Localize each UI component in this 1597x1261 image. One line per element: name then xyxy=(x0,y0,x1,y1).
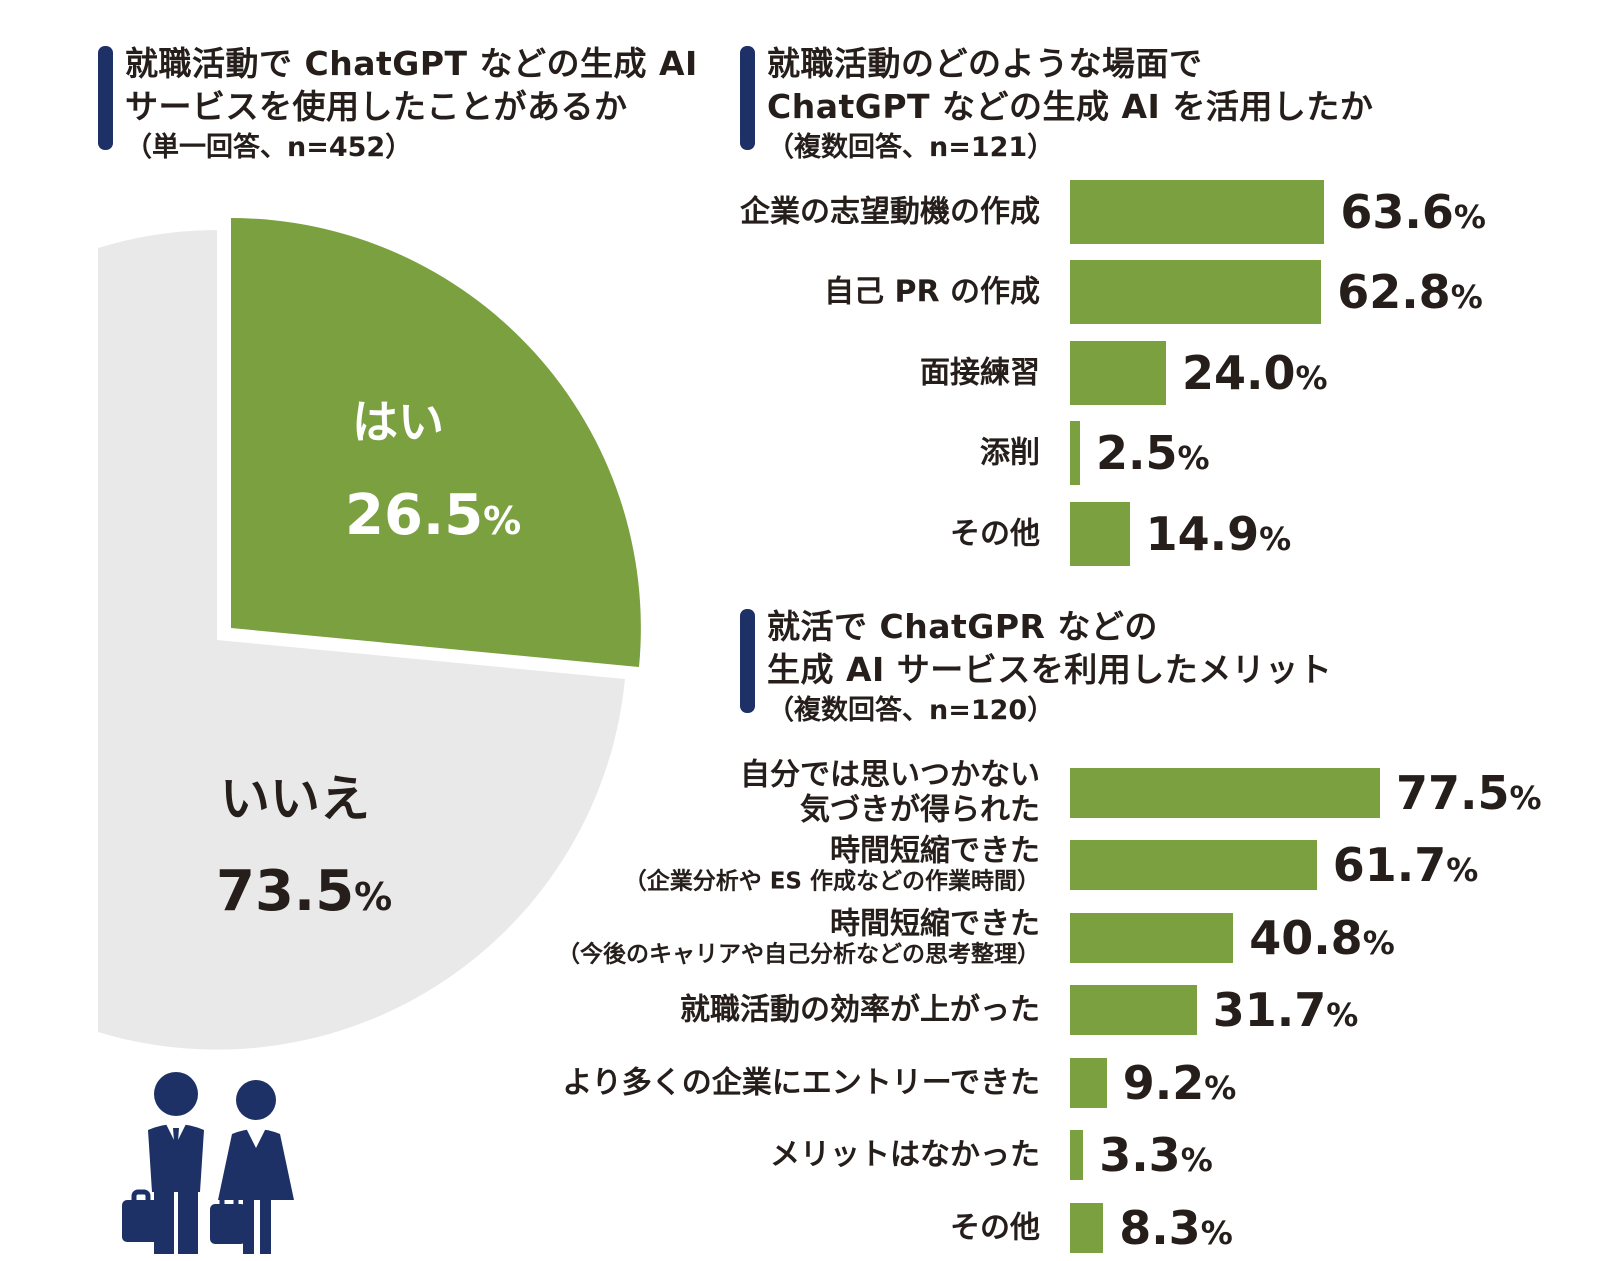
bar xyxy=(1070,840,1317,890)
q2-bar-row: 企業の志望動機の作成 63.6% xyxy=(0,180,1597,244)
q2-row-label: 添削 xyxy=(980,435,1040,471)
q2-title-line1: 就職活動のどのような場面で xyxy=(767,44,1203,83)
q3-barline: 77.5% xyxy=(1070,768,1542,818)
bar-value-label: 63.6% xyxy=(1340,185,1486,239)
bar xyxy=(1070,768,1380,818)
pie-no-value: 73.5% xyxy=(216,859,392,924)
q3-row-label: より多くの企業にエントリーできた xyxy=(562,1065,1040,1101)
q2-barline: 62.8% xyxy=(1070,260,1483,324)
bar-value-label: 3.3% xyxy=(1099,1128,1213,1182)
q3-row-label: メリットはなかった xyxy=(770,1137,1040,1173)
pie-yes-label: はい xyxy=(352,395,444,449)
bar xyxy=(1070,913,1234,963)
q1-title-text: 就職活動で ChatGPT などの生成 AI サービスを使用したことがあるか （… xyxy=(125,42,698,168)
q3-title-note: （複数回答、n=120） xyxy=(767,695,1055,726)
bar-value-label: 62.8% xyxy=(1337,265,1483,319)
business-people-icon xyxy=(122,1072,294,1254)
pie-yes-value: 26.5% xyxy=(345,483,521,548)
q3-barline: 9.2% xyxy=(1070,1058,1236,1108)
q2-title-text: 就職活動のどのような場面で ChatGPT などの生成 AI を活用したか （複… xyxy=(767,42,1373,168)
q1-accent-bar xyxy=(98,46,113,150)
bar-value-label: 77.5% xyxy=(1396,766,1542,820)
q2-title-line2: ChatGPT などの生成 AI を活用したか xyxy=(767,87,1374,126)
bar-value-label: 14.9% xyxy=(1145,507,1292,561)
q3-barline: 3.3% xyxy=(1070,1130,1213,1180)
bar xyxy=(1070,341,1166,405)
bar xyxy=(1070,260,1322,324)
q2-title-block: 就職活動のどのような場面で ChatGPT などの生成 AI を活用したか （複… xyxy=(740,42,1373,168)
q2-bar-row: 自己 PR の作成 62.8% xyxy=(0,260,1597,324)
q3-row-label: 時間短縮できた （企業分析や ES 作成などの作業時間） xyxy=(623,833,1040,896)
bar-value-label: 2.5% xyxy=(1096,426,1210,480)
q3-bar-row: その他 8.3% xyxy=(0,1203,1597,1253)
bar xyxy=(1070,1058,1107,1108)
businessman-icon xyxy=(122,1072,204,1254)
bar xyxy=(1070,1203,1104,1253)
q3-title-line1: 就活で ChatGPR などの xyxy=(767,607,1158,646)
q2-barline: 2.5% xyxy=(1070,421,1210,485)
bar xyxy=(1070,985,1197,1035)
q1-title-note: （単一回答、n=452） xyxy=(125,132,413,163)
q3-bar-row: メリットはなかった 3.3% xyxy=(0,1130,1597,1180)
pie-slice-yes xyxy=(231,218,641,667)
q3-row-label: 就職活動の効率が上がった xyxy=(680,992,1040,1028)
q3-title-block: 就活で ChatGPR などの 生成 AI サービスを利用したメリット （複数回… xyxy=(740,605,1332,731)
q1-title-line1: 就職活動で ChatGPT などの生成 AI xyxy=(125,44,698,83)
q3-bar-row: 時間短縮できた （企業分析や ES 作成などの作業時間） 61.7% xyxy=(0,834,1597,895)
q2-row-label: 自己 PR の作成 xyxy=(824,274,1040,310)
q3-bar-row: 時間短縮できた （今後のキャリアや自己分析などの思考整理） 40.8% xyxy=(0,907,1597,968)
q2-bar-row: 面接練習 24.0% xyxy=(0,341,1597,405)
bar xyxy=(1070,180,1325,244)
bar-value-label: 61.7% xyxy=(1332,838,1479,892)
q3-bar-row: より多くの企業にエントリーできた 9.2% xyxy=(0,1058,1597,1108)
q1-title-line2: サービスを使用したことがあるか xyxy=(125,87,628,126)
q3-bar-row: 自分では思いつかない 気づきが得られた 77.5% xyxy=(0,758,1597,828)
q1-title-block: 就職活動で ChatGPT などの生成 AI サービスを使用したことがあるか （… xyxy=(98,42,698,168)
q3-bar-row: 就職活動の効率が上がった 31.7% xyxy=(0,985,1597,1035)
q2-barline: 24.0% xyxy=(1070,341,1328,405)
q2-row-label: 企業の志望動機の作成 xyxy=(740,194,1040,230)
q3-title-text: 就活で ChatGPR などの 生成 AI サービスを利用したメリット （複数回… xyxy=(767,605,1332,731)
q2-barline: 14.9% xyxy=(1070,502,1291,566)
bar-value-label: 8.3% xyxy=(1119,1201,1233,1255)
bar xyxy=(1070,1130,1084,1180)
bar xyxy=(1070,502,1130,566)
q3-row-label: その他 xyxy=(950,1210,1040,1246)
q3-title-line2: 生成 AI サービスを利用したメリット xyxy=(767,650,1333,689)
q2-accent-bar xyxy=(740,46,755,150)
q2-row-label: その他 xyxy=(950,516,1040,552)
q2-barline: 63.6% xyxy=(1070,180,1486,244)
yes-no-pie-chart: はい 26.5% いいえ 73.5% xyxy=(98,218,641,1050)
pie-slice-no xyxy=(98,230,625,1050)
q2-row-label: 面接練習 xyxy=(920,355,1040,391)
q2-bar-row: その他 14.9% xyxy=(0,502,1597,566)
q3-row-label: 時間短縮できた （今後のキャリアや自己分析などの思考整理） xyxy=(557,906,1040,969)
q2-bar-row: 添削 2.5% xyxy=(0,421,1597,485)
bar xyxy=(1070,421,1080,485)
q3-barline: 31.7% xyxy=(1070,985,1358,1035)
bar-value-label: 31.7% xyxy=(1212,983,1359,1037)
pie-no-label: いいえ xyxy=(220,770,370,828)
q3-barline: 40.8% xyxy=(1070,913,1395,963)
q3-row-label: 自分では思いつかない 気づきが得られた xyxy=(740,757,1040,828)
bar-value-label: 9.2% xyxy=(1122,1056,1237,1110)
bar-value-label: 24.0% xyxy=(1182,346,1328,400)
q3-barline: 8.3% xyxy=(1070,1203,1233,1253)
q3-accent-bar xyxy=(740,609,755,713)
businesswoman-icon xyxy=(210,1080,294,1254)
bar-value-label: 40.8% xyxy=(1249,911,1395,965)
q3-barline: 61.7% xyxy=(1070,840,1478,890)
q2-title-note: （複数回答、n=121） xyxy=(767,132,1055,163)
